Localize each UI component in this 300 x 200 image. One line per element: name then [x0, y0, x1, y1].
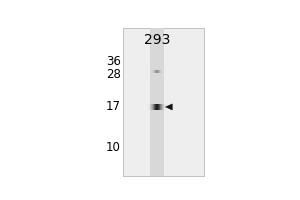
Text: 28: 28 [106, 68, 121, 81]
Text: 17: 17 [106, 100, 121, 113]
Polygon shape [165, 104, 172, 110]
Text: 36: 36 [106, 55, 121, 68]
Bar [150, 28, 164, 176]
Bar [123, 28, 204, 176]
Text: 293: 293 [144, 33, 170, 47]
Text: 10: 10 [106, 141, 121, 154]
